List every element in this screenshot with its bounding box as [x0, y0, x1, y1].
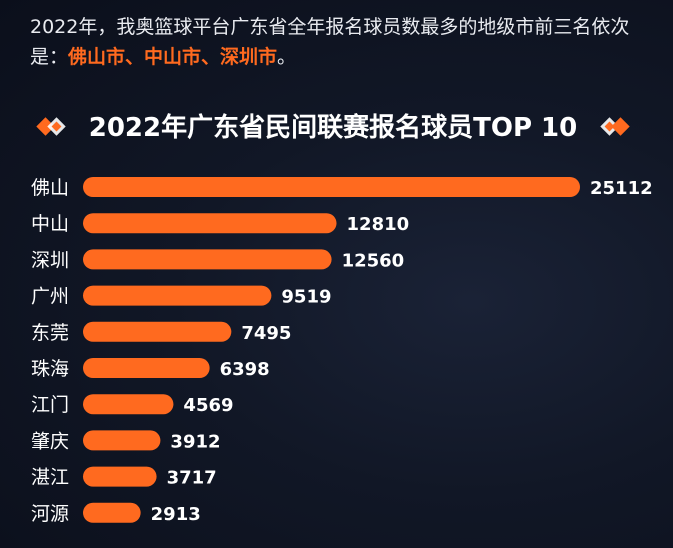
category-label: 河源 — [31, 503, 69, 525]
category-label: 湛江 — [31, 467, 69, 489]
value-label: 12810 — [347, 214, 410, 235]
bar — [83, 249, 332, 270]
value-label: 25112 — [590, 178, 653, 199]
bar — [83, 321, 232, 342]
intro-text-before: 2022年，我奥篮球平台广东省全年报名球员数最多的地级市前三名依次是： — [30, 16, 630, 68]
bar — [83, 177, 580, 197]
double-diamond-icon — [36, 117, 66, 136]
value-label: 4569 — [183, 395, 233, 416]
value-label: 3912 — [170, 431, 220, 452]
category-label: 肇庆 — [31, 430, 69, 452]
intro-text-after: 。 — [277, 46, 297, 68]
chart-title-row: 2022年广东省民间联赛报名球员TOP 10 — [0, 106, 673, 150]
bar — [83, 430, 161, 451]
double-diamond-icon — [600, 117, 630, 136]
bar — [83, 285, 272, 306]
category-label: 深圳 — [31, 249, 69, 271]
bar — [83, 394, 174, 415]
bar — [83, 358, 210, 378]
bar — [83, 502, 141, 523]
intro-highlight: 佛山市、中山市、深圳市 — [68, 46, 278, 68]
value-label: 12560 — [342, 250, 405, 271]
value-label: 2913 — [151, 504, 201, 525]
chart-title: 2022年广东省民间联赛报名球员TOP 10 — [88, 113, 578, 143]
bar — [83, 466, 157, 487]
value-label: 6398 — [220, 359, 270, 380]
value-label: 3717 — [167, 468, 217, 489]
category-label: 东莞 — [31, 322, 69, 344]
value-label: 9519 — [281, 287, 331, 308]
category-label: 佛山 — [31, 177, 69, 199]
category-label: 广州 — [31, 286, 69, 308]
category-label: 珠海 — [31, 358, 69, 380]
category-label: 江门 — [31, 394, 69, 416]
category-label: 中山 — [31, 213, 69, 235]
bar — [83, 213, 337, 234]
intro-text: 2022年，我奥篮球平台广东省全年报名球员数最多的地级市前三名依次是：佛山市、中… — [30, 12, 655, 72]
value-label: 7495 — [241, 323, 291, 344]
